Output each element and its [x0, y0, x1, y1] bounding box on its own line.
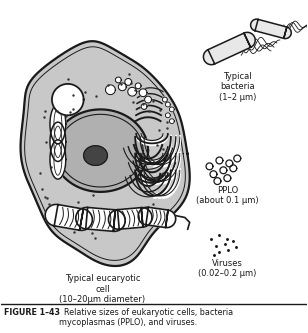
- Polygon shape: [136, 154, 168, 165]
- Polygon shape: [216, 157, 223, 164]
- Polygon shape: [21, 41, 190, 266]
- Polygon shape: [162, 97, 167, 102]
- Polygon shape: [139, 89, 147, 97]
- Text: PPLO
(about 0.1 μm): PPLO (about 0.1 μm): [196, 186, 259, 205]
- Polygon shape: [76, 207, 125, 231]
- Polygon shape: [138, 207, 176, 228]
- Polygon shape: [214, 177, 221, 184]
- Polygon shape: [84, 146, 107, 166]
- Polygon shape: [136, 134, 168, 145]
- Polygon shape: [206, 163, 213, 170]
- Text: Relative sizes of eukaryotic cells, bacteria
mycoplasmas (PPLO), and viruses.: Relative sizes of eukaryotic cells, bact…: [59, 308, 233, 327]
- Polygon shape: [50, 105, 66, 144]
- Polygon shape: [50, 122, 66, 162]
- Polygon shape: [136, 173, 168, 184]
- Polygon shape: [169, 119, 174, 124]
- Text: Typical eucaryotic
cell
(10–20μm diameter): Typical eucaryotic cell (10–20μm diamete…: [59, 274, 146, 304]
- Polygon shape: [144, 96, 152, 103]
- Polygon shape: [128, 87, 137, 96]
- Polygon shape: [165, 113, 170, 118]
- Polygon shape: [234, 155, 241, 162]
- Polygon shape: [224, 175, 231, 181]
- Polygon shape: [141, 173, 163, 182]
- Polygon shape: [251, 19, 291, 39]
- Polygon shape: [141, 154, 163, 162]
- Polygon shape: [135, 83, 141, 89]
- Polygon shape: [141, 104, 147, 110]
- Text: FIGURE 1–43: FIGURE 1–43: [4, 308, 60, 317]
- Polygon shape: [108, 207, 152, 229]
- Polygon shape: [141, 134, 163, 143]
- Polygon shape: [52, 84, 84, 115]
- Polygon shape: [169, 107, 174, 112]
- Polygon shape: [125, 79, 132, 85]
- Polygon shape: [210, 171, 217, 177]
- Polygon shape: [230, 165, 237, 172]
- Text: Typical
bacteria
(1–2 μm): Typical bacteria (1–2 μm): [219, 72, 256, 102]
- Polygon shape: [105, 85, 116, 95]
- Polygon shape: [118, 83, 126, 91]
- Polygon shape: [116, 77, 121, 83]
- Polygon shape: [203, 32, 255, 65]
- Polygon shape: [45, 204, 92, 230]
- Polygon shape: [165, 102, 170, 107]
- Polygon shape: [53, 110, 148, 192]
- Polygon shape: [220, 167, 227, 174]
- Polygon shape: [226, 160, 233, 167]
- Polygon shape: [50, 140, 66, 179]
- Text: Viruses
(0.02–0.2 μm): Viruses (0.02–0.2 μm): [198, 259, 257, 278]
